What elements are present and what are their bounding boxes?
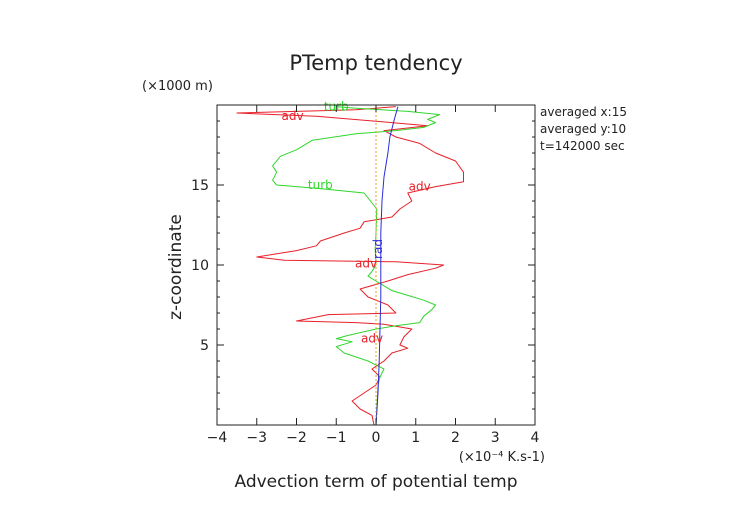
series-label: turb: [308, 178, 333, 192]
y-tick-label: 10: [191, 258, 209, 274]
axes: −4 −3 −2 −1 0 1 2 3 4 5 10 15: [191, 105, 540, 446]
series-layer: [236, 106, 464, 425]
series-label: adv: [409, 180, 431, 194]
y-tick-label: 5: [200, 338, 209, 354]
y-tick-label: 15: [191, 178, 209, 194]
series-line: [375, 106, 399, 425]
info-line: t=142000 sec: [540, 139, 625, 153]
series-label: adv: [355, 256, 377, 270]
x-unit-label: (×10⁻⁴ K.s-1): [459, 450, 545, 465]
x-tick-label: −3: [246, 430, 267, 446]
series-label: adv: [281, 109, 303, 123]
info-line: averaged x:15: [540, 105, 627, 119]
x-tick-label: −2: [286, 430, 307, 446]
x-tick-label: 4: [531, 430, 540, 446]
x-tick-label: −1: [326, 430, 347, 446]
y-unit-label: (×1000 m): [142, 79, 213, 94]
x-tick-label: 2: [451, 430, 460, 446]
series-label: adv: [361, 332, 383, 346]
series-label: rad: [371, 239, 385, 259]
chart-title: PTemp tendency: [289, 51, 462, 75]
x-axis-label: Advection term of potential temp: [234, 472, 517, 492]
x-tick-label: 3: [491, 430, 500, 446]
x-tick-label: −4: [207, 430, 228, 446]
x-tick-label: 1: [411, 430, 420, 446]
y-axis-label: z-coordinate: [166, 214, 186, 320]
info-panel: averaged x:15 averaged y:10 t=142000 sec: [540, 105, 627, 153]
x-tick-label: 0: [372, 430, 381, 446]
series-line: [236, 106, 464, 425]
info-line: averaged y:10: [540, 122, 626, 136]
